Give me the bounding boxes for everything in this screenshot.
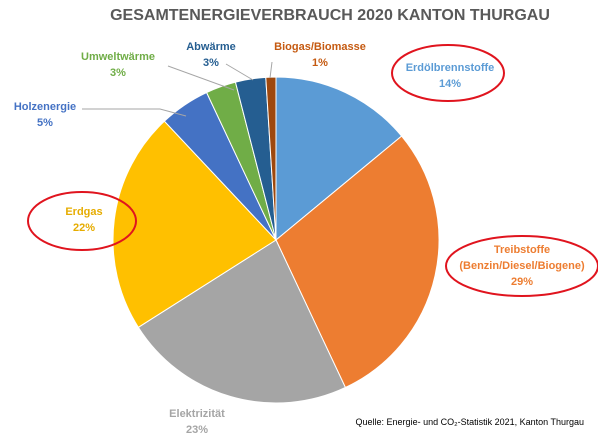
slice-label: Erdölbrennstoffe 14% [375,60,525,92]
slice-label: Abwärme 3% [136,39,286,71]
category-label: Umweltwärme [81,51,155,63]
highlight-ellipses [27,44,598,297]
slice-label: Treibstoffe (Benzin/Diesel/Biogene) 29% [447,242,597,290]
pie-slice [275,76,403,242]
value-label: 3% [110,67,126,79]
category-label: Holzenergie [13,101,77,113]
value-label: 5% [37,117,53,129]
pie-slice [265,76,277,241]
category-label: Erdölbrennstoffe [405,62,495,74]
slice-label: Erdgas 22% [9,204,159,236]
category-label: Elektrizität [169,408,225,420]
slice-label: Elektrizität 23% [122,406,272,437]
source-note: Quelle: Energie- und CO₂-Statistik 2021,… [355,417,584,427]
pie-slice [275,135,440,389]
category-label: Treibstoffe (Benzin/Diesel/Biogene) [459,244,585,272]
value-label: 1% [312,57,328,69]
leader-lines [82,61,273,117]
slice-label: Biogas/Biomasse 1% [245,39,395,71]
slice-label: Holzenergie 5% [0,99,120,131]
pie-slice [137,239,347,404]
value-label: 22% [72,222,96,234]
value-label: 23% [185,424,209,436]
pie-slice [112,120,277,329]
chart-title: GESAMTENERGIEVERBRAUCH 2020 KANTON THURG… [110,7,550,24]
category-label: Abwärme [186,41,236,53]
value-label: 14% [438,78,462,90]
category-label: Erdgas [65,206,103,218]
value-label: 29% [510,276,534,288]
category-label: Biogas/Biomasse [274,41,366,53]
slice-label: Umweltwärme 3% [43,49,193,81]
value-label: 3% [203,57,219,69]
